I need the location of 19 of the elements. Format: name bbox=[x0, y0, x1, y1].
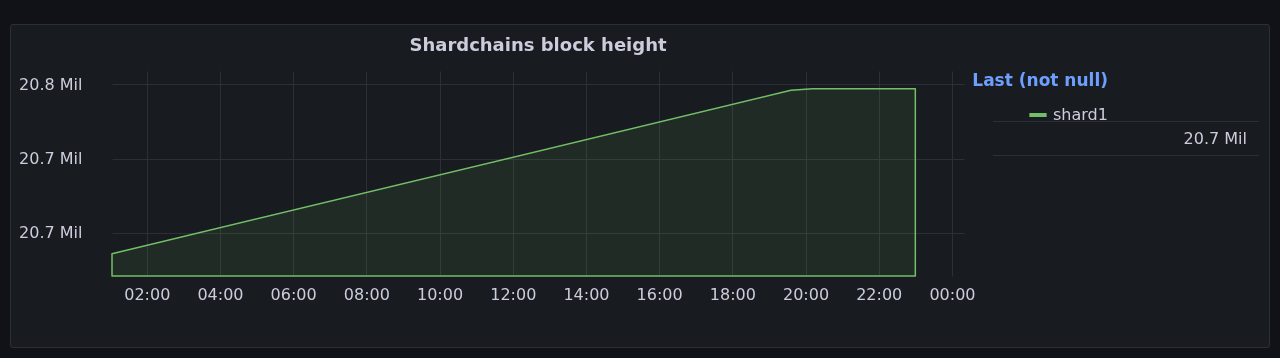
y-tick-label: 20.7 Mil bbox=[19, 149, 83, 169]
x-tick-label: 00:00 bbox=[929, 284, 976, 304]
x-tick-label: 20:00 bbox=[782, 284, 830, 304]
chart-title: Shardchains block height bbox=[409, 34, 667, 55]
y-tick-label: 20.7 Mil bbox=[19, 223, 83, 243]
x-tick-label: 12:00 bbox=[490, 284, 537, 304]
x-tick-label: 06:00 bbox=[270, 284, 317, 304]
x-tick-label: 02:00 bbox=[124, 284, 171, 304]
x-tick-label: 04:00 bbox=[197, 284, 244, 304]
x-tick-label: 18:00 bbox=[709, 284, 756, 304]
x-tick-label: 14:00 bbox=[563, 284, 610, 304]
x-tick-label: 16:00 bbox=[636, 284, 683, 304]
y-tick-label: 20.8 Mil bbox=[19, 74, 83, 94]
x-tick-label: 10:00 bbox=[417, 284, 464, 304]
x-tick-label: 08:00 bbox=[343, 284, 390, 304]
text: 20.7 Mil bbox=[1183, 129, 1247, 148]
x-tick-label: 22:00 bbox=[856, 284, 903, 304]
legend-title: Last (not null) bbox=[972, 70, 1108, 90]
legend-label: shard1 bbox=[1053, 105, 1108, 124]
